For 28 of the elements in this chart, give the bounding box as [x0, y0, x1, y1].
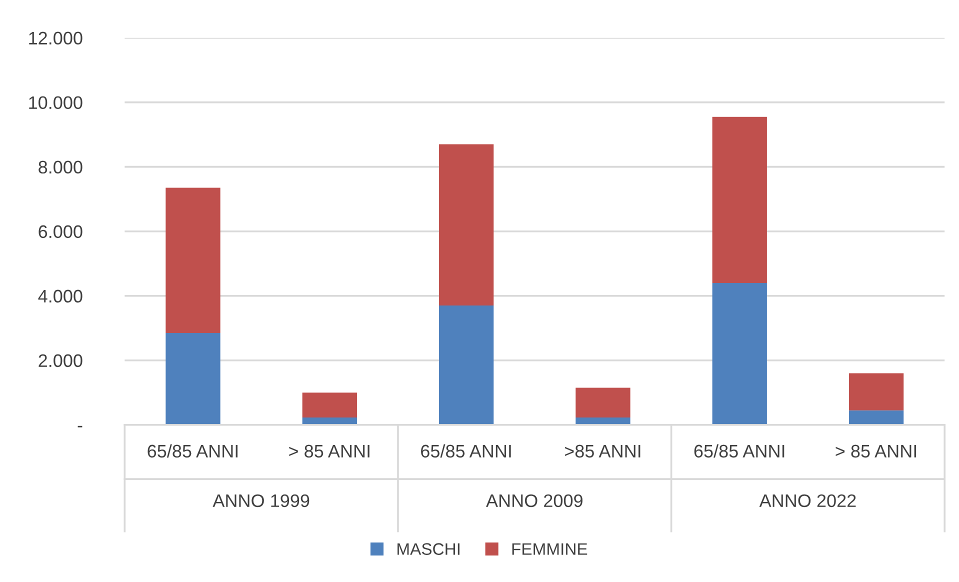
text: ANNO 2022	[759, 494, 856, 508]
x-tick-label: > 85 ANNI	[836, 444, 916, 458]
text: ANNO 2009	[486, 494, 582, 508]
y-tick-label: 4.000	[38, 290, 82, 303]
legend-label: FEMMINE	[512, 543, 588, 555]
x-tick-label: > 85 ANNI	[289, 444, 370, 458]
bar	[576, 388, 630, 418]
x-tick-label: 65/85 ANNI	[421, 444, 511, 458]
y-tick-label: 8.000	[38, 160, 82, 174]
bar	[166, 188, 220, 333]
bar	[712, 282, 767, 425]
y-tick-label: 10.000	[29, 96, 82, 110]
bar	[302, 392, 357, 418]
bar	[712, 116, 767, 283]
bar	[438, 306, 494, 425]
x-tick-label: 65/85 ANNI	[148, 444, 238, 458]
y-tick-label: 12.000	[29, 32, 82, 45]
y-tick-label: 2.000	[38, 354, 82, 368]
text: ANNO 1999	[212, 494, 310, 508]
bar	[848, 373, 904, 410]
bar	[166, 332, 220, 425]
y-tick-label: 6.000	[38, 225, 82, 238]
bar	[438, 144, 494, 306]
x-tick-label: 65/85 ANNI	[694, 444, 784, 458]
y-tick-label: -	[78, 426, 82, 428]
bar	[848, 410, 904, 425]
legend-label: MASCHI	[398, 543, 460, 555]
x-tick-label: >85 ANNI	[564, 444, 640, 458]
